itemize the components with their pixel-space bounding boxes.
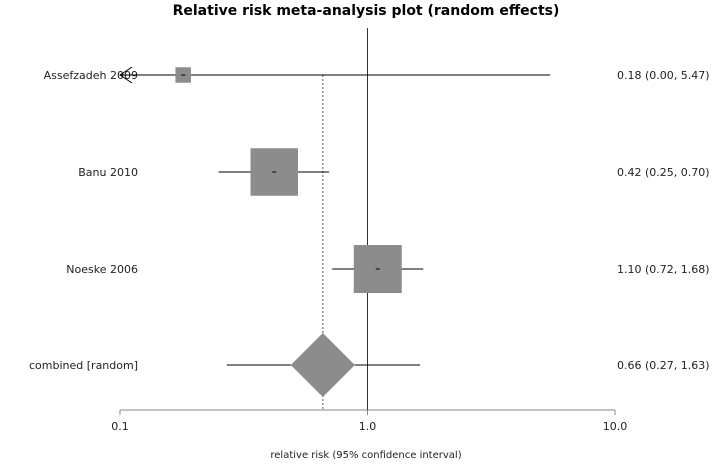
combined-effect-label: 0.66 (0.27, 1.63)	[617, 359, 710, 372]
combined-row: combined [random] 0.66 (0.27, 1.63)	[29, 333, 710, 397]
x-tick-label: 0.1	[111, 420, 129, 433]
effect-size-label: 0.42 (0.25, 0.70)	[617, 166, 710, 179]
chart-title: Relative risk meta-analysis plot (random…	[173, 3, 560, 19]
combined-diamond	[290, 333, 355, 397]
x-tick-label: 10.0	[603, 420, 628, 433]
x-axis-ticks: 0.1 1.0 10.0	[111, 410, 627, 433]
study-label: Noeske 2006	[66, 263, 138, 276]
effect-size-label: 1.10 (0.72, 1.68)	[617, 263, 710, 276]
study-label: Banu 2010	[78, 166, 138, 179]
combined-label: combined [random]	[29, 359, 138, 372]
ci-clip-arrow	[119, 66, 133, 84]
study-row: Assefzadeh 2009 0.18 (0.00, 5.47)	[44, 66, 710, 84]
x-tick-label: 1.0	[359, 420, 377, 433]
study-row: Banu 2010 0.42 (0.25, 0.70)	[78, 148, 710, 196]
effect-size-label: 0.18 (0.00, 5.47)	[617, 69, 710, 82]
study-row: Noeske 2006 1.10 (0.72, 1.68)	[66, 245, 710, 293]
study-rows: Assefzadeh 2009 0.18 (0.00, 5.47) Banu 201…	[44, 66, 710, 293]
x-axis-label: relative risk (95% confidence interval)	[270, 450, 461, 461]
study-label: Assefzadeh 2009	[44, 69, 138, 82]
